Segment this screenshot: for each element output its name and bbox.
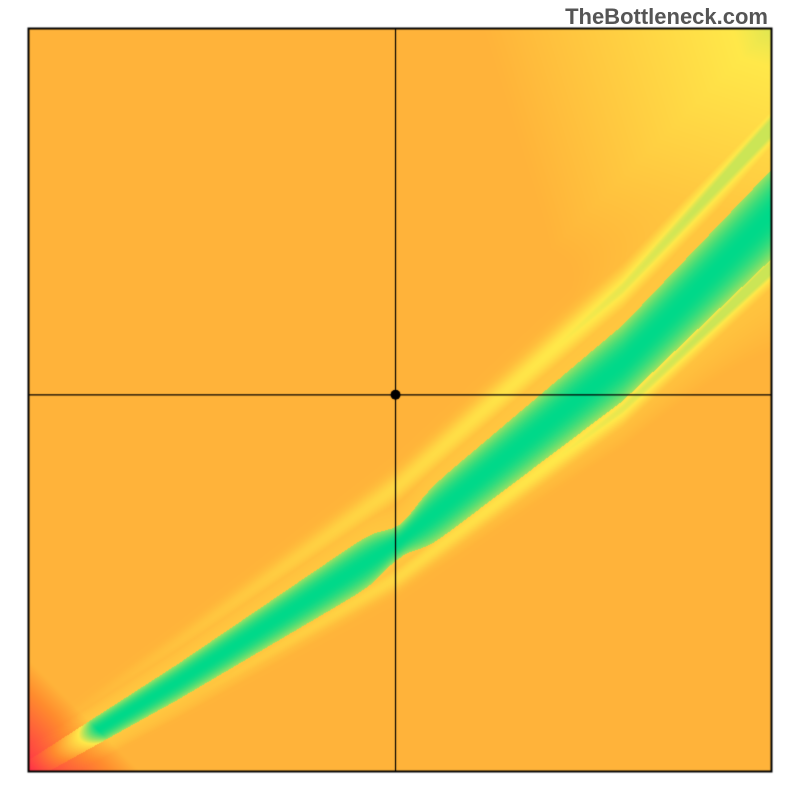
chart-container: TheBottleneck.com <box>0 0 800 800</box>
heatmap-canvas <box>0 0 800 800</box>
watermark-text: TheBottleneck.com <box>565 4 768 30</box>
